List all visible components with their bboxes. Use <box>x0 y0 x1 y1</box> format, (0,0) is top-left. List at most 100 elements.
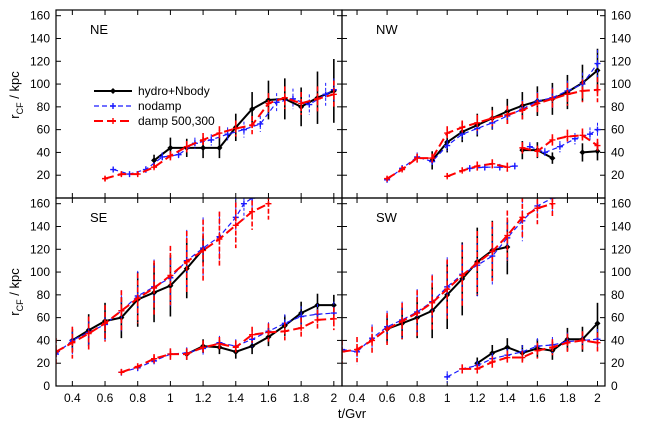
data-point <box>56 348 59 355</box>
x-tick-label: 1.6 <box>260 391 277 405</box>
data-point <box>281 94 288 101</box>
data-point <box>519 354 526 361</box>
data-point <box>216 144 223 151</box>
series-line <box>462 339 598 370</box>
panel-nw: 20 40 60 80 100 120 140 160 NW <box>341 9 631 199</box>
x-tick-label: 0.4 <box>64 391 81 405</box>
data-point <box>151 355 158 362</box>
panel-label: NE <box>90 22 108 37</box>
data-point <box>216 236 223 243</box>
data-point <box>594 339 601 346</box>
data-point <box>200 344 207 351</box>
data-point <box>474 119 481 126</box>
y-tick-label: 100 <box>30 265 50 279</box>
data-point <box>504 354 511 361</box>
y-tick-label: 60 <box>37 123 51 137</box>
data-point <box>298 100 305 107</box>
series-damp-500-300 <box>56 198 337 376</box>
data-point <box>489 248 496 255</box>
data-point <box>216 130 223 137</box>
data-point <box>102 175 109 182</box>
y-label-sub: CF <box>15 299 25 311</box>
series-line <box>522 134 599 153</box>
data-point <box>183 258 190 265</box>
x-tick-label: 0.8 <box>409 391 426 405</box>
data-point <box>511 163 518 170</box>
plot-area <box>384 48 601 183</box>
data-point <box>249 198 256 201</box>
data-point <box>265 334 272 341</box>
y-tick-label: 60 <box>611 123 625 137</box>
series-line <box>121 312 334 373</box>
legend-label: nodamp <box>138 99 182 113</box>
data-point <box>102 320 109 327</box>
data-point <box>314 316 321 323</box>
y-tick-label: 80 <box>611 100 625 114</box>
x-tick-label: 1.4 <box>499 391 516 405</box>
data-point <box>249 106 256 113</box>
y-tick-label: 100 <box>30 77 50 91</box>
data-point <box>118 369 125 376</box>
data-point <box>444 173 451 180</box>
y-label-rest: / kpc <box>7 71 22 103</box>
data-point <box>399 166 406 173</box>
panels-group: 20406080100120140160NE204060801001201401… <box>30 9 631 405</box>
panel-label: NW <box>376 22 398 37</box>
data-point <box>444 286 451 293</box>
y-tick-label: 140 <box>611 219 631 233</box>
y-tick-label: 120 <box>611 242 631 256</box>
data-point <box>414 155 421 162</box>
y-tick-label: 20 <box>37 356 51 370</box>
y-tick-label: 80 <box>37 288 51 302</box>
x-tick-label: 1.2 <box>195 391 212 405</box>
data-point <box>257 120 264 127</box>
data-point <box>534 148 541 155</box>
x-tick-label: 1.8 <box>559 391 576 405</box>
data-point <box>175 151 182 158</box>
data-point <box>519 107 526 114</box>
y-tick-label: 140 <box>611 31 631 45</box>
data-point <box>399 318 406 325</box>
data-point <box>459 272 466 279</box>
data-point <box>69 339 76 346</box>
x-tick-label: 1.6 <box>529 391 546 405</box>
data-point <box>564 339 571 346</box>
data-point <box>151 157 158 164</box>
y-tick-label: 120 <box>30 242 50 256</box>
data-point <box>159 153 166 160</box>
data-point <box>249 343 256 350</box>
y-tick-label: 60 <box>611 311 625 325</box>
data-point <box>474 365 481 372</box>
panel-label: SE <box>90 210 108 225</box>
y-tick-label: 160 <box>611 197 631 211</box>
data-point <box>208 136 215 143</box>
data-point <box>474 163 481 170</box>
data-point <box>232 344 239 351</box>
y-tick-label: 160 <box>30 197 50 211</box>
data-point <box>534 347 541 354</box>
data-point <box>56 351 59 358</box>
data-point <box>167 272 174 279</box>
y-tick-label: 20 <box>37 168 51 182</box>
data-point <box>594 86 601 93</box>
data-point <box>444 130 451 137</box>
data-point <box>414 310 421 317</box>
y-tick-label: 120 <box>30 54 50 68</box>
y-tick-label: 20 <box>611 168 625 182</box>
x-tick-label: 0.4 <box>349 391 366 405</box>
y-tick-label: 20 <box>611 356 625 370</box>
data-point <box>151 285 158 292</box>
data-point <box>466 165 473 172</box>
data-point <box>273 99 280 106</box>
y-axis-label-bottom: rCF / kpc <box>7 268 25 316</box>
y-tick-label: 140 <box>30 219 50 233</box>
data-point <box>564 91 571 98</box>
data-point <box>579 87 586 94</box>
data-point <box>444 142 451 149</box>
y-tick-label: 40 <box>611 333 625 347</box>
y-axis-label-top: rCF / kpc <box>7 71 25 119</box>
series-line <box>342 198 553 353</box>
data-point <box>504 164 511 171</box>
data-point <box>265 329 272 336</box>
